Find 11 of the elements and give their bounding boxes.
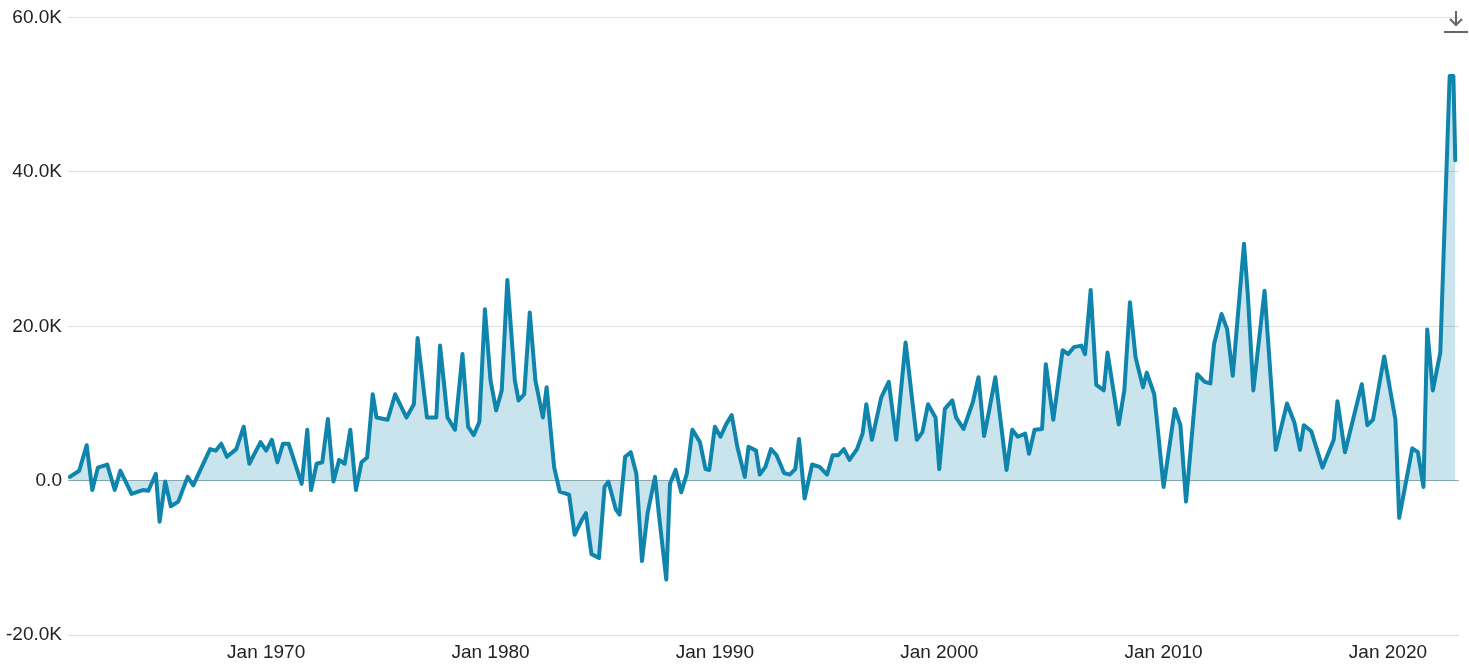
y-tick-label: 60.0K xyxy=(12,5,63,27)
y-tick-label: -20.0K xyxy=(6,623,63,645)
x-tick-label: Jan 2000 xyxy=(900,640,979,662)
x-tick-label: Jan 1980 xyxy=(451,640,530,662)
y-tick-label: 20.0K xyxy=(12,314,63,336)
y-tick-label: 0.0 xyxy=(35,468,62,490)
y-tick-label: 40.0K xyxy=(12,160,63,182)
x-tick-label: Jan 2010 xyxy=(1124,640,1203,662)
x-tick-label: Jan 1990 xyxy=(675,640,754,662)
x-tick-label: Jan 2020 xyxy=(1348,640,1428,662)
x-tick-label: Jan 1970 xyxy=(227,640,306,662)
